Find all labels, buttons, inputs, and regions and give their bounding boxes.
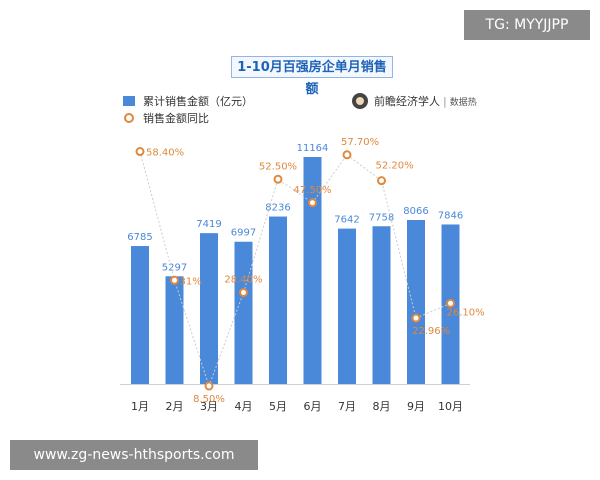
x-tick-label: 4月 bbox=[235, 400, 253, 413]
bar bbox=[372, 226, 391, 384]
bar-value-label: 6997 bbox=[231, 228, 256, 239]
site-url-banner: www.zg-news-hthsports.com bbox=[10, 440, 258, 470]
yoy-point bbox=[446, 298, 455, 308]
x-tick-label: 7月 bbox=[338, 400, 356, 413]
legend-item-line: 销售金额同比 bbox=[123, 109, 253, 126]
yoy-point bbox=[239, 288, 248, 298]
x-tick-label: 10月 bbox=[438, 400, 463, 413]
legend-label-bar: 累计销售金额（亿元） bbox=[143, 94, 253, 108]
bar-value-label: 7758 bbox=[369, 212, 394, 223]
avatar-icon bbox=[352, 93, 368, 109]
bar-value-label: 8236 bbox=[265, 203, 290, 214]
bar bbox=[131, 246, 149, 384]
source-sub: 数据热 bbox=[449, 97, 477, 108]
source-divider: | bbox=[443, 94, 447, 108]
bar bbox=[234, 241, 253, 384]
source-name: 前瞻经济学人 bbox=[374, 95, 440, 108]
channel-tag: TG: MYYJJPP bbox=[464, 10, 590, 40]
yoy-value-label: 28.40% bbox=[224, 275, 262, 286]
x-tick-label: 6月 bbox=[304, 400, 322, 413]
chart-title: 1-10月百强房企单月销售额 bbox=[231, 56, 393, 97]
bar-value-label: 7846 bbox=[438, 210, 463, 221]
yoy-point bbox=[342, 150, 352, 160]
yoy-point bbox=[170, 275, 179, 285]
yoy-point bbox=[204, 381, 214, 391]
yoy-point bbox=[308, 198, 317, 208]
bar bbox=[269, 216, 287, 384]
legend-item-bar: 累计销售金额（亿元） bbox=[123, 92, 253, 109]
source-credit: 前瞻经济学人 | 数据热 bbox=[352, 93, 477, 109]
bar bbox=[200, 233, 218, 384]
x-tick-label: 9月 bbox=[407, 400, 425, 413]
yoy-value-label: 52.50% bbox=[259, 161, 297, 172]
yoy-value-label: 31% bbox=[180, 276, 202, 287]
yoy-line bbox=[139, 151, 451, 388]
yoy-point bbox=[273, 174, 283, 184]
bar bbox=[407, 219, 425, 384]
x-tick-label: 1月 bbox=[131, 400, 149, 413]
yoy-point bbox=[411, 313, 421, 323]
x-tick-label: 8月 bbox=[373, 400, 391, 413]
yoy-value-label: 47.50% bbox=[293, 185, 331, 196]
yoy-value-label: 52.20% bbox=[376, 161, 414, 172]
bar-value-label: 6785 bbox=[127, 232, 152, 243]
yoy-point bbox=[377, 176, 386, 186]
bar bbox=[303, 157, 322, 384]
yoy-point bbox=[135, 147, 145, 157]
ring-swatch-icon bbox=[124, 112, 134, 123]
bar-swatch-icon bbox=[123, 95, 135, 106]
x-tick-label: 2月 bbox=[166, 400, 184, 413]
bar-value-label: 7419 bbox=[196, 219, 221, 230]
x-tick-label: 3月 bbox=[200, 400, 218, 413]
bar-value-label: 8066 bbox=[403, 206, 428, 217]
yoy-value-label: 26.10% bbox=[447, 307, 485, 318]
bar bbox=[165, 276, 184, 384]
x-tick-label: 5月 bbox=[269, 400, 287, 413]
yoy-value-label: 58.40% bbox=[146, 148, 184, 159]
legend-label-line: 销售金额同比 bbox=[143, 111, 209, 125]
yoy-value-label: 22.96% bbox=[412, 326, 450, 337]
legend: 累计销售金额（亿元） 销售金额同比 bbox=[123, 92, 253, 126]
yoy-value-label: 8.50% bbox=[193, 394, 225, 405]
bar-value-label: 5297 bbox=[162, 262, 187, 273]
bar-value-label: 7642 bbox=[334, 215, 359, 226]
bar bbox=[338, 228, 356, 384]
bar-value-label: 11164 bbox=[297, 143, 329, 154]
yoy-value-label: 57.70% bbox=[341, 137, 379, 148]
